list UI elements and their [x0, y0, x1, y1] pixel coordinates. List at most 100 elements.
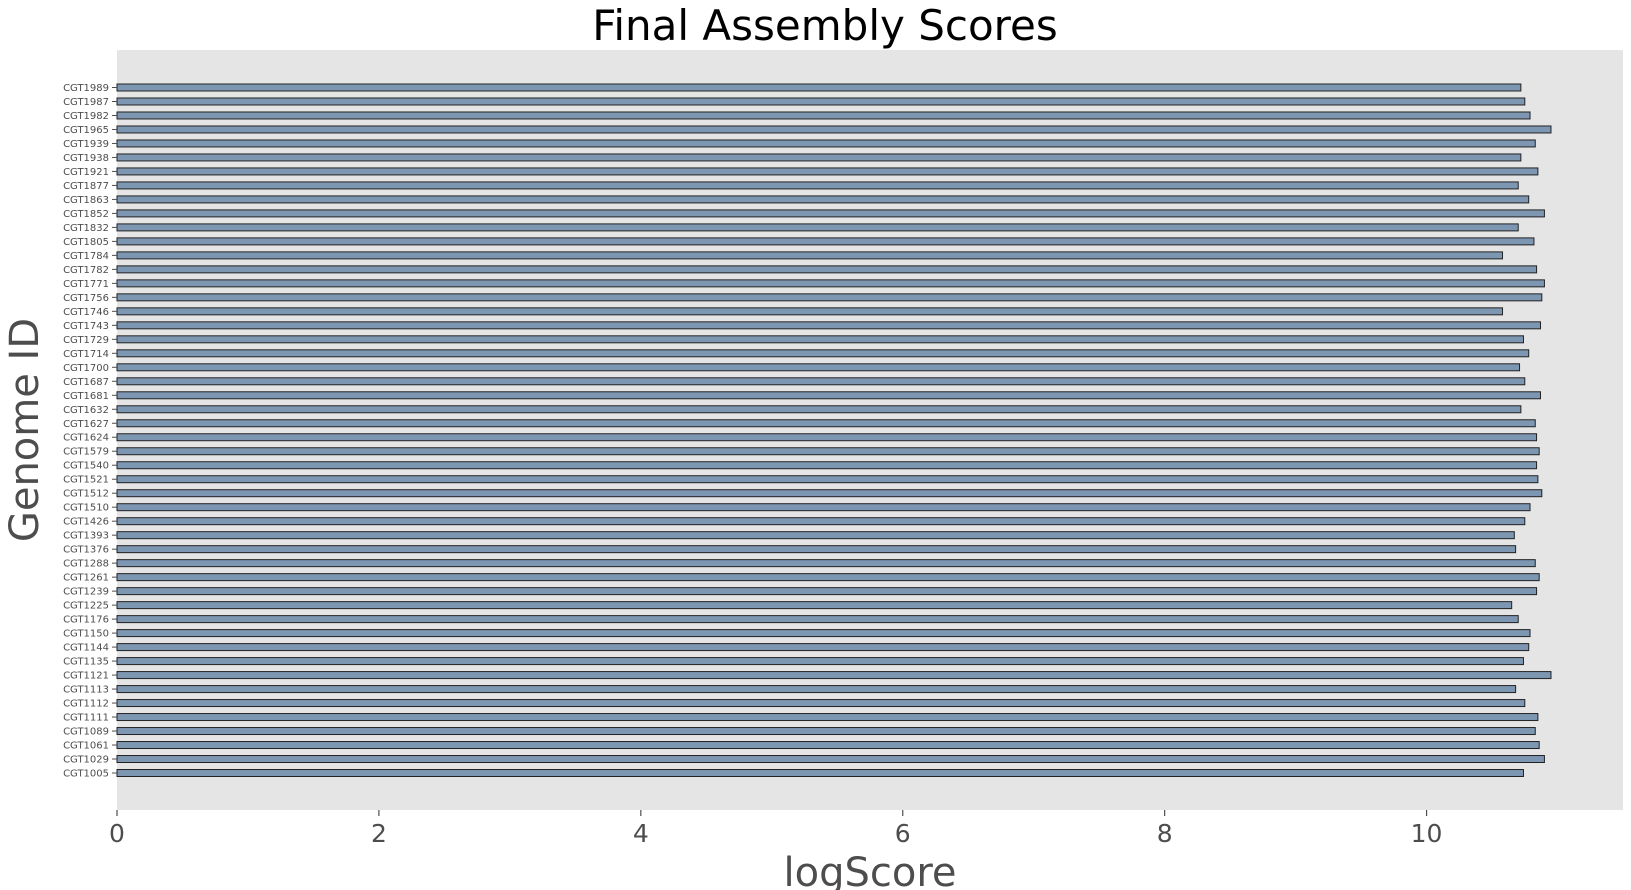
x-tick-label: 6 — [895, 819, 911, 848]
y-axis-label: Genome ID — [2, 318, 48, 542]
bar-cgt1426 — [116, 517, 1526, 526]
bar-cgt1239 — [116, 587, 1538, 596]
bar-cgt1938 — [116, 153, 1522, 162]
bar-cgt1512 — [116, 489, 1543, 498]
y-tick-label: CGT1288 — [63, 559, 109, 570]
y-tick-label: CGT1921 — [63, 167, 109, 178]
bar-cgt1687 — [116, 377, 1526, 386]
y-tick-label: CGT1579 — [63, 447, 109, 458]
y-tick-label: CGT1632 — [63, 405, 109, 416]
bar-cgt1510 — [116, 503, 1531, 512]
bar-cgt1261 — [116, 573, 1540, 582]
y-tick-label: CGT1743 — [63, 321, 109, 332]
x-tick-label: 4 — [633, 819, 649, 848]
bar-cgt1681 — [116, 391, 1541, 400]
y-tick-label: CGT1771 — [63, 279, 109, 290]
bar-cgt1540 — [116, 461, 1538, 470]
y-tick-label: CGT1113 — [63, 685, 109, 696]
y-tick-label: CGT1150 — [63, 629, 109, 640]
y-tick-label: CGT1089 — [63, 727, 109, 738]
x-tick-label: 0 — [109, 819, 125, 848]
bar-cgt1989 — [116, 83, 1522, 92]
y-tick-label: CGT1512 — [63, 489, 109, 500]
bar-cgt1579 — [116, 447, 1540, 456]
y-tick-label: CGT1877 — [63, 181, 109, 192]
bar-cgt1805 — [116, 237, 1535, 246]
bar-cgt1521 — [116, 475, 1539, 484]
bar-cgt1225 — [116, 601, 1513, 610]
y-tick-label: CGT1005 — [63, 769, 109, 780]
bar-cgt1121 — [116, 671, 1552, 680]
y-tick-label: CGT1729 — [63, 335, 109, 346]
bar-cgt1832 — [116, 223, 1519, 232]
bar-cgt1939 — [116, 139, 1536, 148]
y-tick-label: CGT1510 — [63, 503, 109, 514]
y-tick-label: CGT1852 — [63, 209, 109, 220]
bar-cgt1376 — [116, 545, 1517, 554]
y-tick-label: CGT1756 — [63, 293, 109, 304]
y-tick-label: CGT1863 — [63, 195, 109, 206]
bar-cgt1111 — [116, 713, 1539, 722]
bar-cgt1700 — [116, 363, 1521, 372]
bar-cgt1112 — [116, 699, 1526, 708]
y-tick-label: CGT1426 — [63, 517, 109, 528]
y-tick-label: CGT1239 — [63, 587, 109, 598]
y-tick-label: CGT1939 — [63, 139, 109, 150]
y-tick-label: CGT1782 — [63, 265, 109, 276]
bar-cgt1113 — [116, 685, 1517, 694]
y-tick-label: CGT1121 — [63, 671, 109, 682]
bar-cgt1756 — [116, 293, 1543, 302]
bar-cgt1005 — [116, 769, 1524, 777]
bar-cgt1393 — [116, 531, 1515, 540]
bars-group — [116, 83, 1552, 777]
x-tick-label: 10 — [1411, 819, 1443, 848]
x-axis-label: logScore — [783, 850, 956, 890]
x-tick-label: 8 — [1157, 819, 1173, 848]
bar-cgt1965 — [116, 125, 1552, 134]
y-tick-label: CGT1784 — [63, 251, 109, 262]
bar-cgt1632 — [116, 405, 1522, 414]
x-tick-label: 2 — [371, 819, 387, 848]
y-tick-label: CGT1805 — [63, 237, 109, 248]
y-tick-label: CGT1714 — [63, 349, 109, 360]
y-tick-label: CGT1624 — [63, 433, 109, 444]
y-tick-label: CGT1029 — [63, 755, 109, 766]
y-tick-label: CGT1111 — [63, 713, 109, 724]
y-tick-label: CGT1627 — [63, 419, 109, 430]
y-ticks-group: CGT1005 CGT1029 CGT1061 CGT1089 CGT1111 CGT11… — [63, 83, 117, 780]
y-tick-label: CGT1687 — [63, 377, 109, 388]
y-tick-label: CGT1135 — [63, 657, 109, 668]
y-tick-label: CGT1521 — [63, 475, 109, 486]
y-tick-label: CGT1989 — [63, 83, 109, 94]
bar-cgt1863 — [116, 195, 1530, 204]
y-tick-label: CGT1965 — [63, 125, 109, 136]
bar-cgt1729 — [116, 335, 1524, 344]
bar-cgt1746 — [116, 307, 1504, 316]
bar-cgt1135 — [116, 657, 1524, 666]
y-tick-label: CGT1746 — [63, 307, 109, 318]
bar-cgt1982 — [116, 111, 1531, 120]
y-tick-label: CGT1987 — [63, 97, 109, 108]
y-tick-label: CGT1681 — [63, 391, 109, 402]
bar-cgt1144 — [116, 643, 1530, 652]
bar-cgt1714 — [116, 349, 1530, 358]
bar-cgt1782 — [116, 265, 1538, 274]
bar-cgt1921 — [116, 167, 1539, 176]
bar-cgt1288 — [116, 559, 1536, 568]
bar-cgt1089 — [116, 727, 1536, 736]
y-tick-label: CGT1112 — [63, 699, 109, 710]
bar-cgt1150 — [116, 629, 1531, 638]
y-tick-label: CGT1061 — [63, 741, 109, 752]
plot-area — [117, 50, 1623, 810]
bar-cgt1627 — [116, 419, 1536, 428]
bar-cgt1877 — [116, 181, 1519, 190]
bar-cgt1771 — [116, 279, 1545, 288]
y-tick-label: CGT1176 — [63, 615, 109, 626]
y-tick-label: CGT1261 — [63, 573, 109, 584]
bar-cgt1624 — [116, 433, 1538, 442]
bar-cgt1061 — [116, 741, 1540, 750]
x-ticks-group: 0 2 4 6 8 10 — [109, 810, 1442, 848]
bar-cgt1029 — [116, 755, 1545, 764]
y-tick-label: CGT1144 — [63, 643, 109, 654]
